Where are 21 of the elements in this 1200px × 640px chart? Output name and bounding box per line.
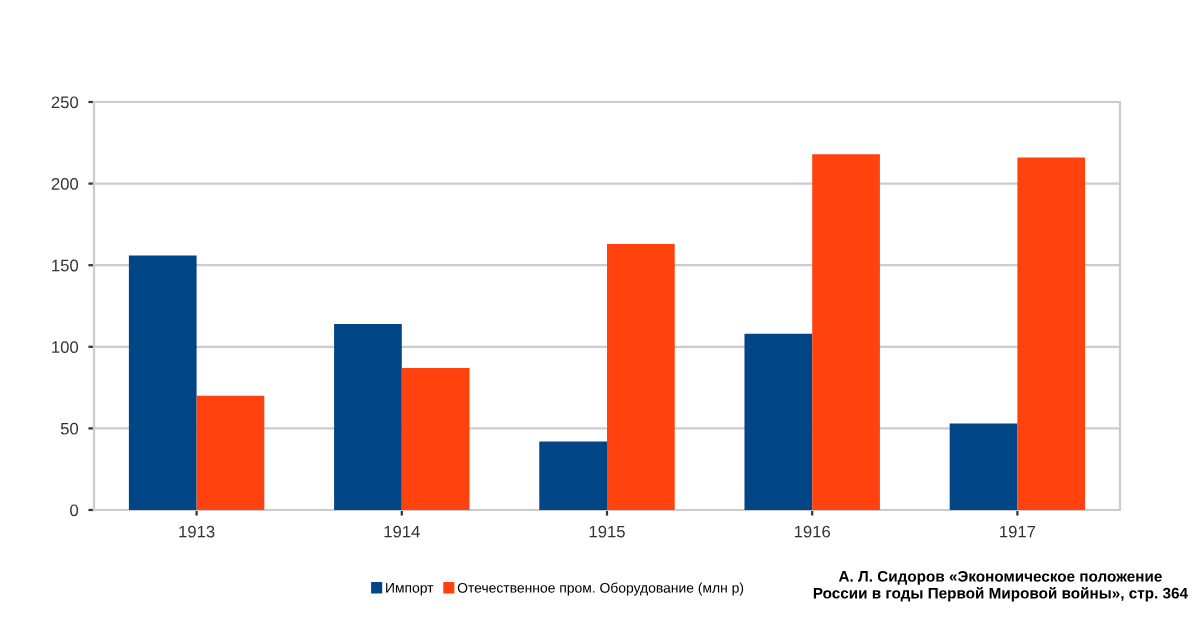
y-tick-label: 200 — [51, 178, 79, 190]
x-tick-label: 1915 — [589, 525, 625, 538]
bar — [401, 368, 470, 510]
x-tick-label: 1913 — [179, 525, 215, 538]
y-tick-label: 0 — [70, 504, 79, 517]
bar — [607, 243, 675, 510]
x-tick-label: 1916 — [794, 525, 831, 538]
bar — [539, 441, 607, 510]
bar — [812, 154, 880, 510]
x-tick-label: 1914 — [384, 525, 420, 538]
y-tick-label: 150 — [52, 259, 79, 272]
y-tick-label: 250 — [51, 96, 79, 109]
bar — [949, 423, 1018, 510]
bar — [128, 255, 197, 510]
y-tick-label: 50 — [60, 422, 79, 435]
y-tick-label: 100 — [52, 341, 79, 353]
bar — [744, 333, 813, 510]
bar — [334, 323, 402, 510]
x-tick-label: 1917 — [1000, 525, 1036, 538]
bar — [196, 395, 265, 510]
bar — [1017, 157, 1086, 510]
